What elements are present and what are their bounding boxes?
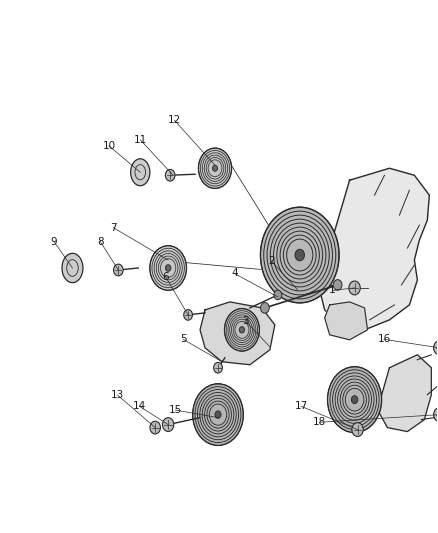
Circle shape <box>198 148 232 189</box>
Text: 18: 18 <box>313 417 326 427</box>
Polygon shape <box>325 302 367 340</box>
Circle shape <box>261 207 339 303</box>
Text: 15: 15 <box>169 405 182 415</box>
Circle shape <box>215 411 221 418</box>
Text: 12: 12 <box>168 115 181 125</box>
Text: 6: 6 <box>162 272 169 282</box>
Text: 2: 2 <box>268 256 275 266</box>
Circle shape <box>166 169 175 181</box>
Circle shape <box>184 310 192 320</box>
Circle shape <box>113 264 123 276</box>
Text: 7: 7 <box>110 223 117 233</box>
Circle shape <box>434 408 438 422</box>
Circle shape <box>150 421 160 434</box>
Circle shape <box>352 423 363 437</box>
Circle shape <box>214 362 223 373</box>
Ellipse shape <box>131 159 150 185</box>
Text: 13: 13 <box>111 390 124 400</box>
Circle shape <box>239 327 244 333</box>
Text: 1: 1 <box>329 286 336 295</box>
Text: 3: 3 <box>242 316 248 326</box>
Ellipse shape <box>62 253 83 282</box>
Text: 8: 8 <box>97 237 103 247</box>
Circle shape <box>333 280 342 290</box>
Text: 4: 4 <box>231 269 237 278</box>
Circle shape <box>328 367 381 433</box>
Text: 11: 11 <box>134 135 147 145</box>
Circle shape <box>261 303 269 313</box>
Text: 9: 9 <box>51 237 57 247</box>
Circle shape <box>212 165 218 171</box>
Polygon shape <box>320 168 429 330</box>
Circle shape <box>295 249 304 261</box>
Circle shape <box>349 281 360 295</box>
Polygon shape <box>378 355 431 432</box>
Circle shape <box>166 265 171 271</box>
Circle shape <box>162 418 174 432</box>
Text: 17: 17 <box>294 401 308 411</box>
Text: 5: 5 <box>180 334 187 344</box>
Circle shape <box>274 290 282 300</box>
Text: 10: 10 <box>102 141 116 151</box>
Text: 16: 16 <box>378 334 391 344</box>
Circle shape <box>351 395 358 403</box>
Circle shape <box>193 384 244 446</box>
Polygon shape <box>200 302 275 365</box>
Circle shape <box>150 246 187 290</box>
Text: 14: 14 <box>133 401 146 411</box>
Circle shape <box>434 341 438 354</box>
Circle shape <box>224 309 259 351</box>
